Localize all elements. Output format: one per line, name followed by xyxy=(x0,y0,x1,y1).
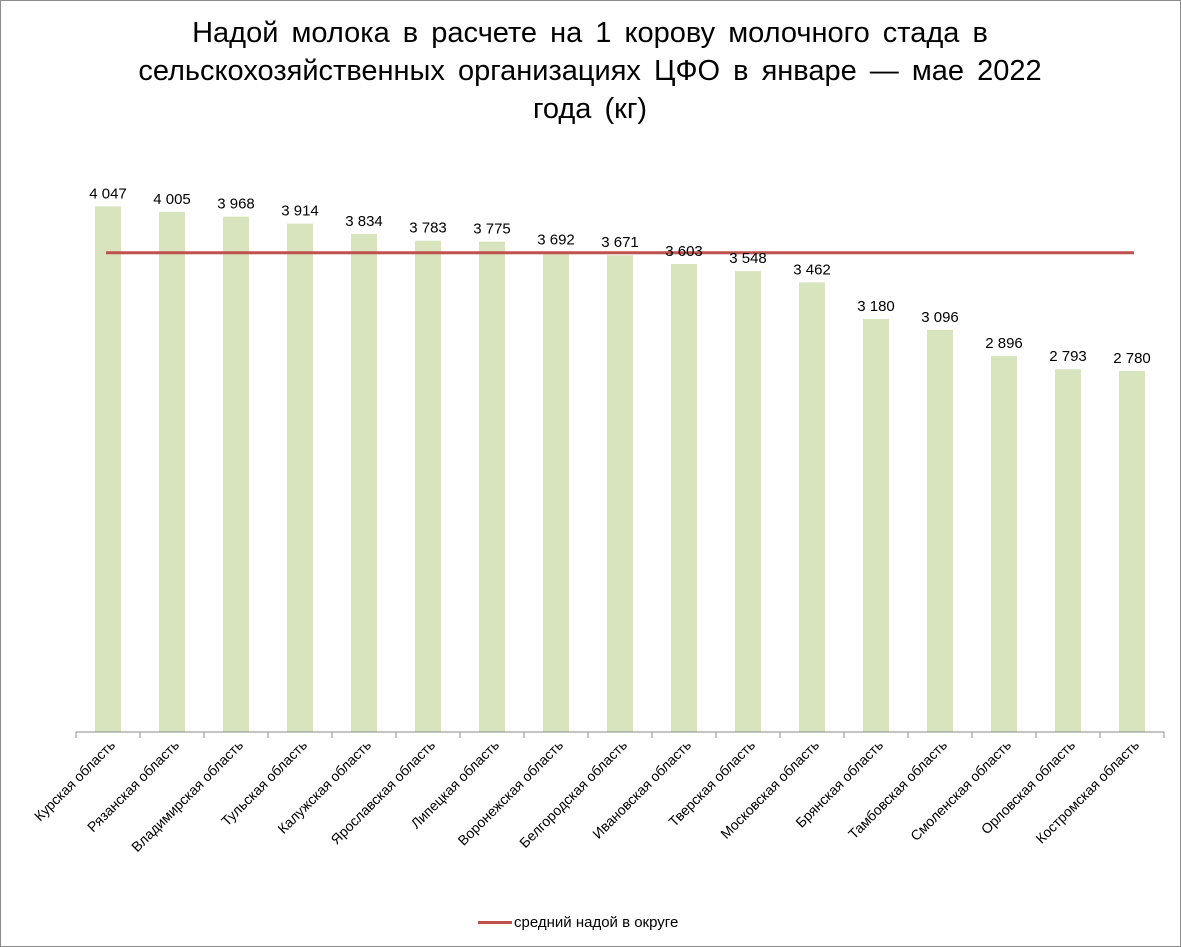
bar xyxy=(991,355,1017,732)
bar xyxy=(671,264,697,732)
x-tick-label: Владимирская область xyxy=(128,737,246,855)
bar xyxy=(223,216,249,732)
data-label: 4 005 xyxy=(153,191,191,208)
x-tick-label: Ярославская область xyxy=(327,737,438,848)
x-tick-label: Воронежская область xyxy=(454,737,566,849)
bar xyxy=(1055,369,1081,732)
x-tick-label: Костромская область xyxy=(1032,737,1142,847)
data-label: 3 096 xyxy=(921,309,959,326)
bar xyxy=(735,271,761,732)
bar xyxy=(1119,370,1145,732)
bar xyxy=(415,240,441,733)
x-tick-label: Белгородская область xyxy=(516,737,630,851)
bar xyxy=(927,329,953,732)
bar xyxy=(607,255,633,732)
chart-title: Надой молока в расчете на 1 корову молоч… xyxy=(138,17,1042,125)
data-label: 3 603 xyxy=(665,243,703,260)
data-label: 3 914 xyxy=(281,203,319,220)
x-axis xyxy=(75,731,1165,738)
data-label: 2 793 xyxy=(1049,348,1087,365)
data-label: 3 671 xyxy=(601,234,639,251)
data-label: 4 047 xyxy=(89,185,127,202)
bar xyxy=(95,206,121,733)
data-label: 2 896 xyxy=(985,335,1023,352)
bar xyxy=(351,234,377,732)
data-label: 3 548 xyxy=(729,250,767,267)
bar xyxy=(479,241,505,732)
data-label: 3 775 xyxy=(473,221,511,238)
bars-layer xyxy=(95,206,1145,733)
data-label: 3 692 xyxy=(537,231,575,248)
bar xyxy=(287,223,313,733)
data-label: 3 834 xyxy=(345,213,383,230)
bar xyxy=(799,282,825,732)
bar xyxy=(543,252,569,732)
legend: средний надой в округе xyxy=(478,911,678,933)
data-label: 3 462 xyxy=(793,261,831,278)
legend-line-swatch xyxy=(478,920,512,924)
data-labels-layer: 4 047 4 005 3 968 3 914 3 834 3 783 3 775 3 692… xyxy=(89,185,1151,367)
data-label: 3 180 xyxy=(857,298,895,315)
bar xyxy=(159,211,185,732)
data-label: 3 783 xyxy=(409,220,447,237)
bar xyxy=(863,318,889,732)
legend-label: средний надой в округе xyxy=(514,913,679,931)
data-label: 3 968 xyxy=(217,196,255,213)
data-label: 2 780 xyxy=(1113,350,1151,367)
